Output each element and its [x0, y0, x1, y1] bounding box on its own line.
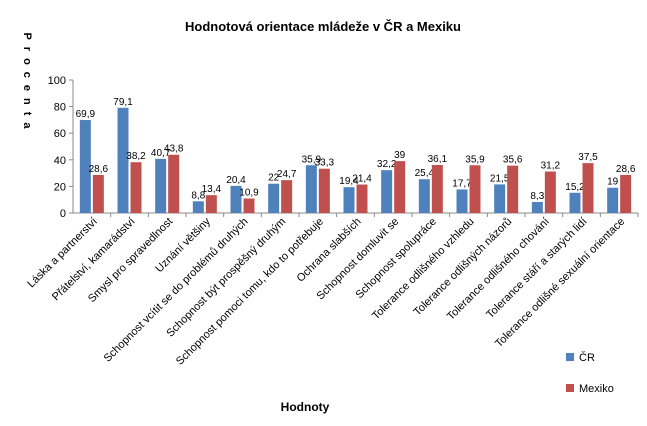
data-label: 36,1: [428, 154, 448, 165]
bar-cr: [230, 185, 242, 213]
bar-cr: [305, 165, 317, 213]
legend: ČR Mexiko: [566, 351, 614, 395]
data-label: 39: [394, 150, 406, 161]
data-label: 43,8: [164, 144, 184, 155]
bar-mexiko: [205, 195, 217, 213]
data-label: 40,7: [151, 148, 171, 159]
bar-mexiko: [356, 184, 368, 213]
data-label: 17,7: [452, 178, 472, 189]
bar-mexiko: [281, 180, 293, 213]
x-axis-label: Hodnoty: [281, 400, 330, 414]
bar-mexiko: [92, 174, 104, 213]
data-label: 28,6: [616, 164, 636, 175]
data-label: 37,5: [578, 152, 598, 163]
y-tick-label: 40: [54, 155, 66, 167]
bar-mexiko: [431, 164, 443, 213]
data-label: 22: [268, 173, 280, 184]
bar-mexiko: [130, 162, 142, 213]
bar-cr: [79, 120, 91, 213]
bar-cr: [155, 158, 167, 213]
bar-mexiko: [243, 198, 255, 213]
bar-cr: [607, 187, 619, 213]
bar-mexiko: [582, 163, 594, 213]
data-label: 21,4: [352, 174, 372, 185]
data-label: 79,1: [113, 97, 133, 108]
legend-label: Mexiko: [579, 383, 614, 395]
bar-mexiko: [168, 154, 180, 213]
data-label: 10,9: [239, 188, 259, 199]
data-label: 38,2: [126, 151, 146, 162]
data-label: 35,9: [302, 154, 322, 165]
bar-cr: [381, 170, 393, 213]
data-label: 15,2: [565, 182, 585, 193]
bar-mexiko: [469, 165, 481, 213]
category-label: Láska a partnerství: [25, 216, 100, 291]
data-label: 69,9: [76, 109, 96, 120]
data-label: 20,4: [226, 175, 246, 186]
data-label: 35,9: [465, 154, 485, 165]
data-label: 19: [607, 177, 619, 188]
bar-cr: [418, 179, 430, 213]
bar-mexiko: [394, 161, 406, 213]
bar-cr: [531, 201, 543, 213]
data-label: 25,4: [415, 168, 435, 179]
y-axis-label: Procenta: [21, 32, 33, 135]
bar-cr: [192, 201, 204, 213]
bar-mexiko: [507, 165, 519, 213]
category-label: Schopnost vcítit se do problémů druhých: [102, 216, 251, 365]
data-label: 24,7: [277, 169, 297, 180]
bar-mexiko: [318, 168, 330, 213]
plot-area: 0 20 40 60 80 100 69,9 28,6 Láska a partnerství 7…: [25, 75, 639, 368]
data-label: 19,4: [339, 176, 359, 187]
y-tick-label: 100: [48, 75, 66, 87]
bar-cr: [268, 183, 280, 213]
data-label: 8,3: [530, 191, 544, 202]
bar-mexiko: [620, 174, 632, 213]
bar-cr: [456, 189, 468, 213]
bar-cr: [569, 192, 581, 213]
data-label: 31,2: [541, 161, 561, 172]
bar-mexiko: [544, 171, 556, 213]
bar-cr: [117, 107, 129, 213]
data-label: 28,6: [89, 164, 109, 175]
data-label: 21,5: [490, 173, 510, 184]
data-label: 13,4: [202, 184, 222, 195]
legend-label: ČR: [579, 351, 595, 364]
data-label: 35,6: [503, 155, 523, 166]
data-label: 8,8: [191, 190, 205, 201]
bar-cr: [494, 184, 506, 213]
legend-swatch-mexiko: [566, 384, 574, 392]
y-tick-label: 0: [60, 208, 66, 220]
data-label: 33,3: [315, 158, 335, 169]
category-label: Ochrana slabších: [295, 216, 364, 285]
y-tick-label: 20: [54, 181, 66, 193]
legend-swatch-cr: [566, 353, 574, 361]
chart-title: Hodnotová orientace mládeže v ČR a Mexik…: [185, 19, 461, 34]
y-tick-label: 60: [54, 128, 66, 140]
bar-cr: [343, 187, 355, 213]
data-label: 32,2: [377, 159, 397, 170]
y-tick-label: 80: [54, 102, 66, 114]
